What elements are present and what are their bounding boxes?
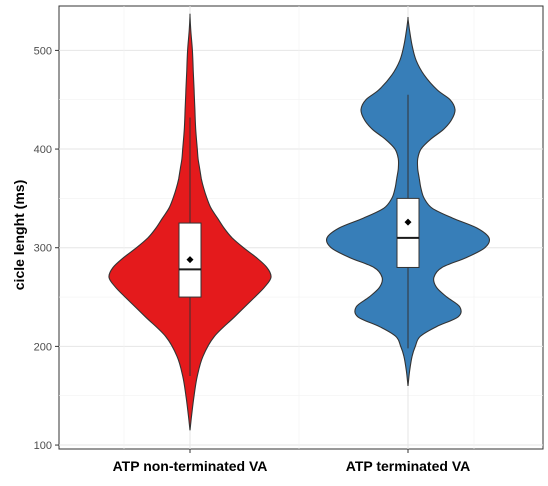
y-axis-title: cicle lenght (ms) (11, 180, 27, 290)
x-axis: ATP non-terminated VA ATP terminated VA (113, 449, 470, 474)
x-tick-label: ATP terminated VA (346, 458, 470, 474)
y-tick-label: 100 (34, 440, 52, 452)
x-tick-label: ATP non-terminated VA (113, 458, 268, 474)
y-tick-label: 200 (34, 341, 52, 353)
box-iqr (396, 197, 420, 268)
mean-marker (404, 218, 412, 226)
y-tick-label: 300 (34, 243, 52, 255)
boxplots (178, 94, 420, 376)
y-axis: 100 200 300 400 500 (34, 45, 59, 452)
y-tick-label: 500 (34, 45, 52, 57)
y-tick-label: 400 (34, 144, 52, 156)
mean-marker (186, 256, 194, 264)
